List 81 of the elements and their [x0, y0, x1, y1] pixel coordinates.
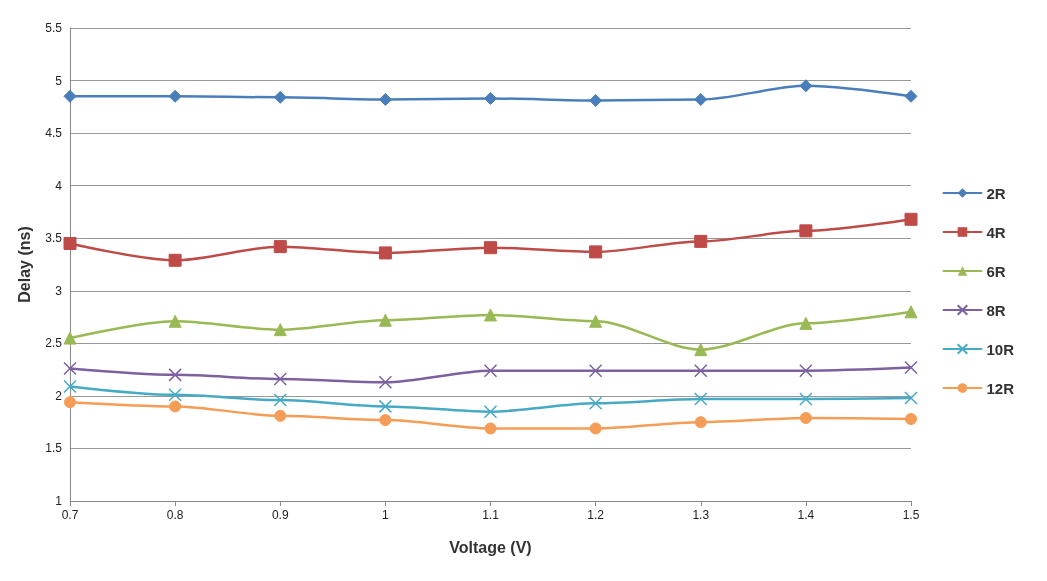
point [379, 414, 392, 427]
y-axis-title: Delay (ns) [15, 226, 33, 303]
legend-label: 8R [986, 301, 1006, 319]
point [378, 375, 393, 389]
legend-label: 2R [986, 184, 1006, 202]
point [799, 411, 812, 424]
x-tick-label: 1.2 [587, 508, 605, 522]
point [589, 94, 603, 108]
x-tick-label: 1.5 [902, 508, 920, 522]
point [694, 343, 708, 357]
y-tick-label: 5 [55, 73, 63, 88]
point [378, 246, 392, 260]
x-tick-label: 1.4 [797, 508, 815, 522]
point [484, 308, 497, 322]
y-tick-label: 4 [55, 178, 63, 193]
point [273, 240, 287, 254]
legend-label: 12R [986, 379, 1015, 397]
point [63, 331, 77, 345]
point [904, 305, 918, 319]
point [589, 422, 602, 435]
y-tick-label: 5.5 [45, 21, 63, 35]
point [589, 314, 603, 328]
point [63, 236, 77, 250]
y-tick-label: 3 [55, 283, 63, 298]
point [63, 379, 77, 394]
point [799, 363, 813, 378]
point [799, 316, 813, 330]
point [904, 360, 918, 375]
x-tick-label: 1.3 [692, 508, 710, 522]
point [168, 314, 182, 328]
point [694, 234, 708, 248]
point [904, 212, 918, 226]
legend-label: 6R [986, 262, 1006, 280]
x-tick-label: 0.9 [271, 508, 289, 522]
x-tick-label: 1.1 [482, 508, 500, 522]
point [799, 224, 813, 238]
point [168, 89, 182, 103]
point [484, 422, 497, 435]
point [694, 92, 708, 106]
point [168, 368, 182, 382]
y-tick-label: 2.5 [45, 336, 63, 351]
point [588, 363, 603, 378]
legend-label: 4R [986, 223, 1006, 241]
point [273, 323, 287, 337]
y-tick-label: 1 [55, 494, 63, 508]
point [904, 89, 918, 103]
point [484, 91, 497, 105]
point [63, 89, 77, 103]
point [273, 372, 287, 386]
point [799, 392, 813, 406]
point [694, 392, 708, 406]
legend-label: 10R [986, 340, 1015, 358]
point [904, 391, 918, 405]
point [588, 396, 603, 410]
point [694, 416, 707, 429]
y-tick-label: 3.5 [45, 231, 63, 246]
point [64, 396, 76, 409]
point [168, 388, 182, 402]
point [169, 400, 182, 413]
point [63, 361, 77, 376]
x-axis-title: Voltage (V) [449, 538, 532, 556]
point [273, 393, 287, 407]
point [378, 399, 393, 414]
point [484, 241, 497, 255]
point [694, 363, 708, 378]
point [589, 245, 603, 259]
y-tick-label: 4.5 [45, 126, 63, 141]
x-tick-label: 0.7 [61, 508, 79, 522]
point [905, 413, 917, 426]
point [274, 409, 287, 422]
point [273, 90, 287, 104]
x-tick-label: 0.8 [166, 508, 184, 522]
point [378, 313, 392, 327]
y-tick-label: 1.5 [45, 441, 63, 456]
point [378, 92, 392, 106]
x-tick-label: 1 [382, 508, 390, 522]
point [799, 79, 813, 93]
point [483, 363, 498, 378]
point [483, 404, 498, 419]
point [168, 253, 182, 267]
y-tick-label: 2 [55, 388, 63, 403]
